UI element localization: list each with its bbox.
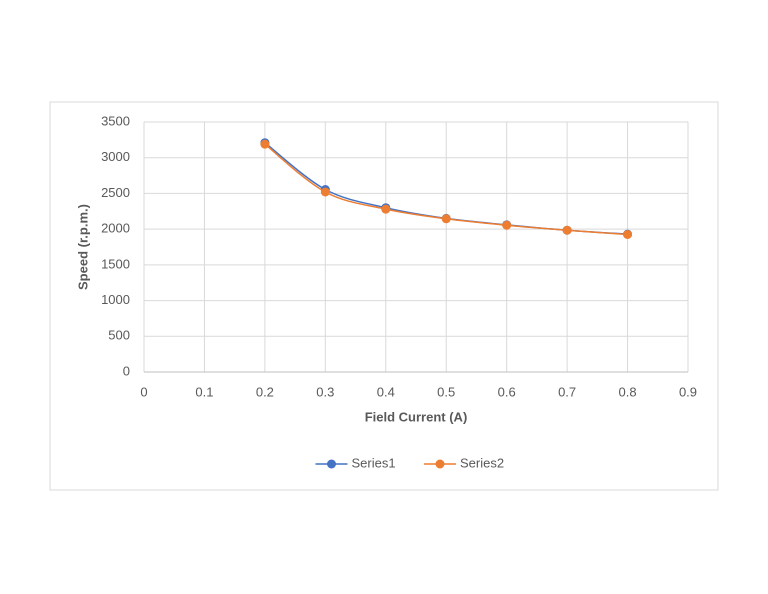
- marker: [502, 220, 512, 230]
- y-tick-label: 1000: [101, 292, 130, 307]
- x-tick-label: 0.2: [256, 384, 274, 399]
- marker: [320, 187, 330, 197]
- y-tick-label: 3500: [101, 113, 130, 128]
- y-tick-label: 3000: [101, 149, 130, 164]
- y-tick-label: 2000: [101, 221, 130, 236]
- x-tick-label: 0.8: [619, 384, 637, 399]
- y-tick-label: 1500: [101, 256, 130, 271]
- legend-marker: [327, 459, 336, 469]
- y-tick-label: 500: [108, 328, 130, 343]
- legend-label: Series1: [352, 455, 396, 470]
- x-tick-label: 0.9: [679, 384, 697, 399]
- y-tick-label: 2500: [101, 185, 130, 200]
- x-tick-label: 0.5: [437, 384, 455, 399]
- x-tick-label: 0.4: [377, 384, 395, 399]
- y-tick-label: 0: [123, 363, 130, 378]
- marker: [381, 204, 391, 214]
- marker: [441, 214, 451, 224]
- chart-frame: [49, 101, 719, 491]
- x-tick-label: 0.1: [195, 384, 213, 399]
- x-tick-label: 0.6: [498, 384, 516, 399]
- y-axis-title: Speed (r.p.m.): [75, 204, 90, 290]
- marker: [562, 225, 572, 235]
- marker: [260, 139, 270, 149]
- legend-marker: [435, 459, 445, 469]
- x-tick-label: 0: [140, 384, 147, 399]
- x-tick-label: 0.7: [558, 384, 576, 399]
- x-tick-label: 0.3: [316, 384, 334, 399]
- legend-label: Series2: [460, 455, 504, 470]
- x-axis-title: Field Current (A): [365, 409, 468, 424]
- marker: [623, 230, 633, 239]
